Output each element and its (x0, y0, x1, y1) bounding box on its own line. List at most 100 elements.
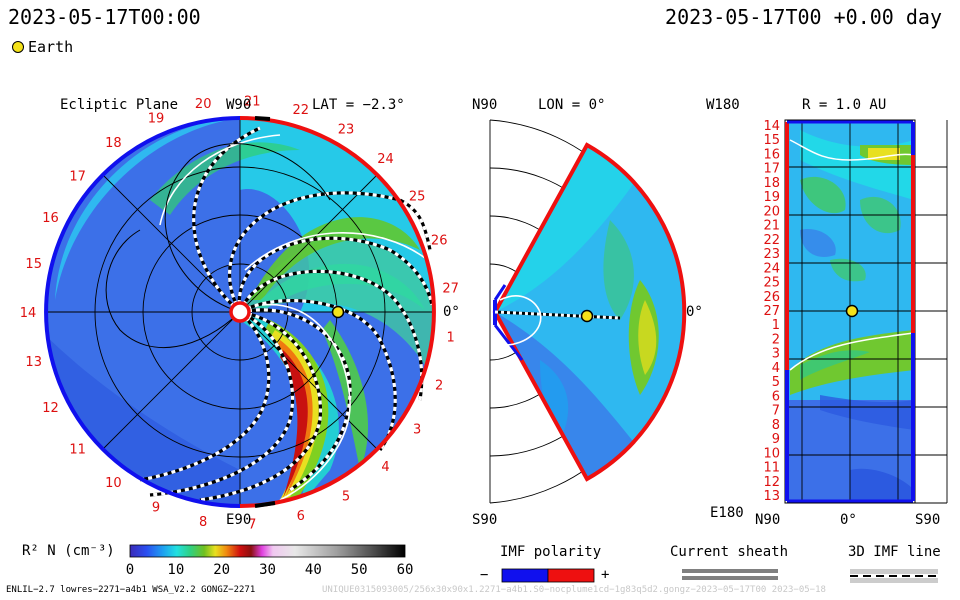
polarity-positive-swatch (547, 568, 595, 583)
date-title-left: 2023-05-17T00:00 (8, 5, 201, 29)
polarity-plus-label: + (601, 567, 610, 583)
carrington-row-label: 3 (772, 347, 780, 362)
carrington-label: 20 (195, 97, 212, 112)
carrington-row-label: 10 (763, 446, 780, 461)
polarity-boundary-negative (44, 116, 241, 508)
carrington-label: 24 (377, 152, 394, 167)
colorbar-tick-label: 60 (396, 562, 414, 578)
radial-top-label: W180 (706, 97, 740, 113)
carrington-row-label: 16 (763, 148, 780, 163)
carrington-label: 5 (342, 490, 350, 505)
carrington-row-label: 18 (763, 176, 780, 191)
carrington-label: 12 (42, 401, 59, 416)
carrington-row-label: 22 (763, 233, 780, 248)
carrington-row-label: 9 (772, 432, 780, 447)
carrington-label: 13 (25, 355, 42, 370)
carrington-row-label: 27 (763, 304, 780, 319)
sun-marker-icon (229, 301, 251, 323)
meridional-right-label: 0° (686, 304, 703, 320)
carrington-row-label: 21 (763, 219, 780, 234)
ecliptic-right-label: 0° (443, 304, 460, 320)
carrington-row-label: 2 (772, 333, 780, 348)
current-sheath-lines (789, 139, 915, 371)
polarity-minus-label: − (480, 567, 489, 583)
carrington-label: 3 (413, 423, 421, 438)
carrington-label: 22 (293, 103, 310, 118)
imf-polarity-title: IMF polarity (500, 544, 602, 560)
imf-line-legend (850, 569, 938, 583)
radial-bottom-left-label: E180 (710, 505, 744, 521)
current-sheath-line (499, 295, 542, 346)
carrington-row-label: 23 (763, 247, 780, 262)
carrington-row-label: 11 (763, 461, 780, 476)
radial-bottom-center-label: 0° (840, 512, 857, 528)
carrington-label: 11 (69, 442, 86, 457)
carrington-row-label: 6 (772, 389, 780, 404)
wedge-boundary (492, 142, 687, 482)
carrington-label: 17 (69, 170, 86, 185)
carrington-label: 10 (105, 476, 122, 491)
carrington-label: 27 (442, 281, 459, 296)
carrington-label: 15 (25, 257, 42, 272)
radial-bottom-s-label: S90 (915, 512, 941, 528)
current-sheath-legend (682, 569, 778, 580)
imf-polarity-legend (501, 568, 595, 583)
carrington-row-label: 12 (763, 475, 780, 490)
carrington-row-labels: 1415161718192021222324252627123456789101… (763, 119, 780, 504)
carrington-row-label: 25 (763, 276, 780, 291)
carrington-label: 26 (431, 234, 448, 249)
colorbar-tick-label: 40 (304, 562, 322, 578)
parker-spiral-ticks (105, 143, 331, 349)
carrington-label: 4 (381, 460, 389, 475)
carrington-label: 14 (20, 306, 37, 321)
ecliptic-top-label: W90 (226, 97, 252, 113)
carrington-label: 23 (338, 122, 355, 137)
latitude-label: LAT = −2.3° (312, 97, 405, 113)
earth-marker-icon (331, 305, 345, 319)
carrington-row-label: 15 (763, 133, 780, 148)
colorbar-tick-label: 20 (213, 562, 231, 578)
radial-bottom-n-label: N90 (755, 512, 781, 528)
carrington-row-label: 19 (763, 190, 780, 205)
earth-legend: Earth (12, 38, 73, 56)
date-title-right: 2023-05-17T00 +0.00 day (665, 5, 942, 29)
radius-label: R = 1.0 AU (802, 97, 887, 113)
density-colorbar (129, 544, 406, 558)
polarity-boundary-positive (239, 116, 436, 508)
radial-grid (785, 120, 948, 504)
earth-legend-label: Earth (28, 38, 74, 56)
radial-panel: 1415161718192021222324252627123456789101… (763, 119, 948, 504)
carrington-label: 16 (42, 211, 59, 226)
meridional-plane-panel (489, 119, 687, 504)
longitude-label: LON = 0° (538, 97, 606, 113)
colorbar-tick-label: 10 (167, 562, 185, 578)
carrington-label: 2 (435, 379, 443, 394)
carrington-label: 19 (148, 111, 165, 126)
footer-run-info: UNIQUE0315093005/256x30x90x1.2271−a4b1.S… (322, 585, 826, 595)
carrington-row-label: 20 (763, 204, 780, 219)
carrington-label: 1 (446, 331, 454, 346)
imf-field-lines (139, 126, 434, 502)
polarity-negative-swatch (501, 568, 549, 583)
carrington-label: 18 (105, 136, 122, 151)
colorbar-tick-label: 0 (125, 562, 135, 578)
carrington-row-label: 7 (772, 404, 780, 419)
carrington-row-label: 8 (772, 418, 780, 433)
current-sheath-title: Current sheath (670, 544, 789, 560)
colorbar-tick-label: 50 (350, 562, 368, 578)
carrington-label: 25 (409, 190, 426, 205)
ecliptic-plane-title: Ecliptic Plane (60, 97, 179, 113)
carrington-row-label: 5 (772, 375, 780, 390)
earth-marker-icon (580, 309, 594, 323)
earth-marker-icon (845, 304, 859, 318)
carrington-row-label: 26 (763, 290, 780, 305)
meridional-top-label: N90 (472, 97, 498, 113)
carrington-row-label: 13 (763, 489, 780, 504)
carrington-label: 8 (199, 515, 207, 530)
carrington-row-label: 4 (772, 361, 780, 376)
carrington-label: 6 (297, 509, 305, 524)
carrington-label: 21 (244, 94, 261, 109)
ecliptic-bottom-label: E90 (226, 512, 252, 528)
earth-marker-icon (12, 41, 24, 53)
